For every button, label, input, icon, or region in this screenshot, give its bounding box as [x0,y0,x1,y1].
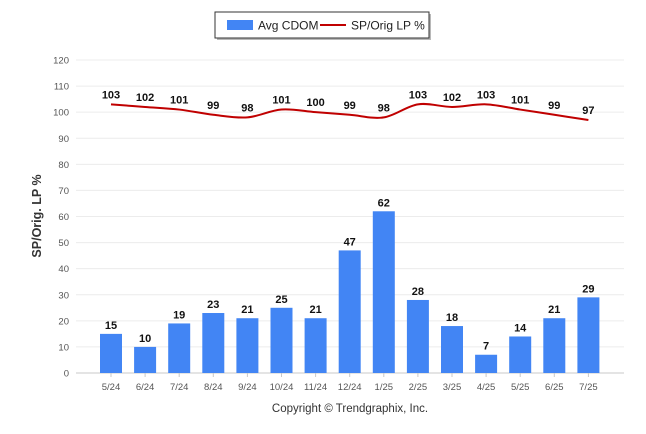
x-tick-label: 5/25 [511,382,530,393]
line-sp-orig-lp [110,102,589,121]
x-tick-label: 7/25 [579,382,598,393]
x-tick-label: 7/24 [170,382,189,393]
bar-data-label: 21 [241,304,253,316]
y-tick-label: 50 [58,238,69,249]
x-tick-label: 2/25 [409,382,428,393]
line-data-label: 103 [477,89,495,101]
y-axis-title: SP/Orig. LP % [30,174,44,257]
y-tick-label: 40 [58,264,69,275]
x-tick-label: 1/25 [375,382,394,393]
line-data-label: 103 [409,89,427,101]
x-tick-label: 6/25 [545,382,564,393]
line-data-label: 100 [306,97,324,109]
legend-swatch-avg-cdom [227,20,253,30]
legend-label-avg-cdom: Avg CDOM [258,19,318,33]
bar-avg-cdom [134,346,157,373]
line-data-label: 98 [241,102,253,114]
bar-avg-cdom [441,326,463,373]
bar-avg-cdom [304,318,327,373]
x-tick-label: 12/24 [338,382,362,393]
line-data-label: 102 [136,92,154,104]
y-tick-label: 80 [58,160,69,171]
line-data-label: 97 [582,105,594,117]
bar-avg-cdom [100,333,122,373]
x-tick-label: 6/24 [136,382,155,393]
bar-data-label: 23 [207,299,219,311]
y-tick-label: 0 [64,369,69,380]
bar-avg-cdom [372,211,395,373]
legend[interactable]: Avg CDOM SP/Orig LP % [214,11,431,40]
bar-series [100,211,600,373]
data-labels: 15 10 19 23 21 25 21 47 62 28 18 7 14 21 29 103 102 101 99… [102,89,595,352]
line-data-label: 99 [548,100,560,112]
line-data-label: 101 [170,95,188,107]
x-tick-label: 9/24 [238,382,257,393]
bar-avg-cdom [270,307,293,373]
x-tick-label: 3/25 [443,382,462,393]
y-tick-label: 90 [58,134,69,145]
bar-avg-cdom [236,318,259,373]
y-tick-label: 10 [58,342,69,353]
line-data-label: 99 [207,100,219,112]
copyright-credit: Copyright © Trendgraphix, Inc. [272,403,428,415]
line-data-label: 99 [344,100,356,112]
bar-data-label: 25 [275,294,287,306]
bar-data-label: 21 [548,304,560,316]
line-data-label: 102 [443,92,461,104]
y-tick-label: 20 [58,316,69,327]
line-series [110,102,589,121]
y-tick-label: 120 [53,56,69,67]
bar-data-label: 62 [378,197,390,209]
bar-data-label: 19 [173,309,185,321]
bar-data-label: 10 [139,333,151,345]
line-data-label: 101 [272,95,290,107]
bar-avg-cdom [338,250,361,373]
y-tick-label: 110 [54,82,69,93]
bar-data-label: 47 [344,236,356,248]
bar-data-label: 29 [582,283,594,295]
bar-data-label: 15 [105,320,117,332]
bar-avg-cdom [202,313,225,373]
bar-avg-cdom [543,318,566,373]
bar-data-label: 14 [514,322,527,334]
legend-label-sp-orig-lp: SP/Orig LP % [351,19,425,33]
x-tick-label: 8/24 [204,382,223,393]
x-axis-ticks: 5/24 6/24 7/24 8/24 9/24 10/24 11/24 12/24 1/25 2… [102,373,598,393]
y-tick-label: 30 [58,290,69,301]
line-data-label: 101 [511,95,529,107]
bar-data-label: 21 [309,304,321,316]
bar-avg-cdom [509,336,532,373]
x-tick-label: 10/24 [270,382,294,393]
bar-data-label: 28 [412,286,424,298]
y-axis-ticks: 0 10 20 30 40 50 60 70 80 90 100 110 120 [53,56,69,380]
y-tick-label: 100 [53,108,69,119]
x-tick-label: 4/25 [477,382,496,393]
y-tick-label: 60 [58,212,69,223]
line-data-label: 98 [378,102,390,114]
bar-data-label: 7 [483,341,489,353]
y-tick-label: 70 [58,186,69,197]
x-tick-label: 5/24 [102,382,121,393]
bar-avg-cdom [577,297,600,373]
line-data-label: 103 [102,89,120,101]
bar-avg-cdom [475,354,498,373]
bar-avg-cdom [168,323,191,373]
bar-data-label: 18 [446,312,458,324]
x-tick-label: 11/24 [304,382,327,393]
bar-avg-cdom [406,299,429,373]
